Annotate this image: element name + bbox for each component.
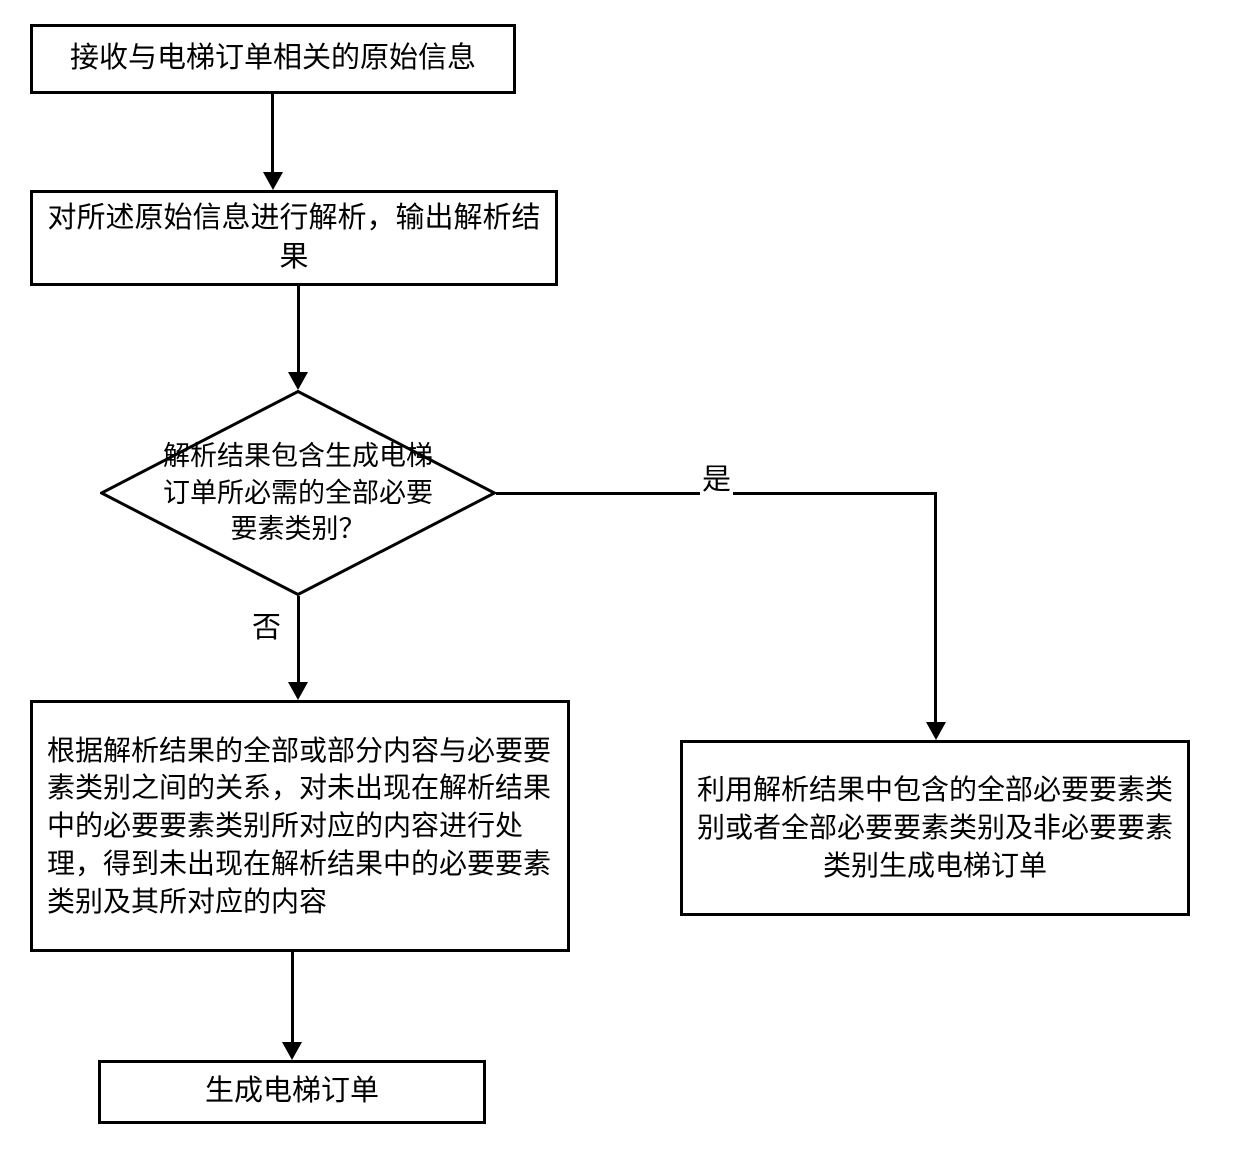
edge-n1-n2-line [271,94,274,174]
node-parse-raw-info: 对所述原始信息进行解析，输出解析结果 [30,190,558,286]
edge-label-yes: 是 [700,456,733,498]
node-generate-order-from-elements: 利用解析结果中包含的全部必要要素类别或者全部必要要素类别及非必要要素类别生成电梯… [680,740,1190,916]
node-text: 对所述原始信息进行解析，输出解析结果 [47,199,541,277]
edge-n3-n5-head [926,722,946,740]
edge-n3-n4-line [297,596,300,684]
node-generate-elevator-order: 生成电梯订单 [98,1060,486,1124]
node-text: 生成电梯订单 [205,1072,379,1111]
edge-n3-n5-v [934,492,937,724]
edge-label-no: 否 [250,604,283,646]
node-text: 根据解析结果的全部或部分内容与必要要素类别之间的关系，对未出现在解析结果中的必要… [47,732,553,921]
edge-n4-n6-head [282,1042,302,1060]
node-text: 解析结果包含生成电梯订单所必需的全部必要要素类别？ [160,438,436,547]
edge-n2-n3-head [288,372,308,390]
edge-n1-n2-head [263,172,283,190]
edge-n4-n6-line [291,952,294,1044]
node-text: 接收与电梯订单相关的原始信息 [70,39,476,78]
node-process-missing-elements: 根据解析结果的全部或部分内容与必要要素类别之间的关系，对未出现在解析结果中的必要… [30,700,570,952]
edge-n3-n4-head [288,682,308,700]
node-receive-raw-info: 接收与电梯订单相关的原始信息 [30,24,516,94]
node-decision-all-elements: 解析结果包含生成电梯订单所必需的全部必要要素类别？ [100,390,496,596]
flowchart-canvas: 接收与电梯订单相关的原始信息 对所述原始信息进行解析，输出解析结果 解析结果包含… [0,0,1240,1156]
edge-n2-n3-line [297,286,300,374]
node-text: 利用解析结果中包含的全部必要要素类别或者全部必要要素类别及非必要要素类别生成电梯… [697,771,1173,884]
